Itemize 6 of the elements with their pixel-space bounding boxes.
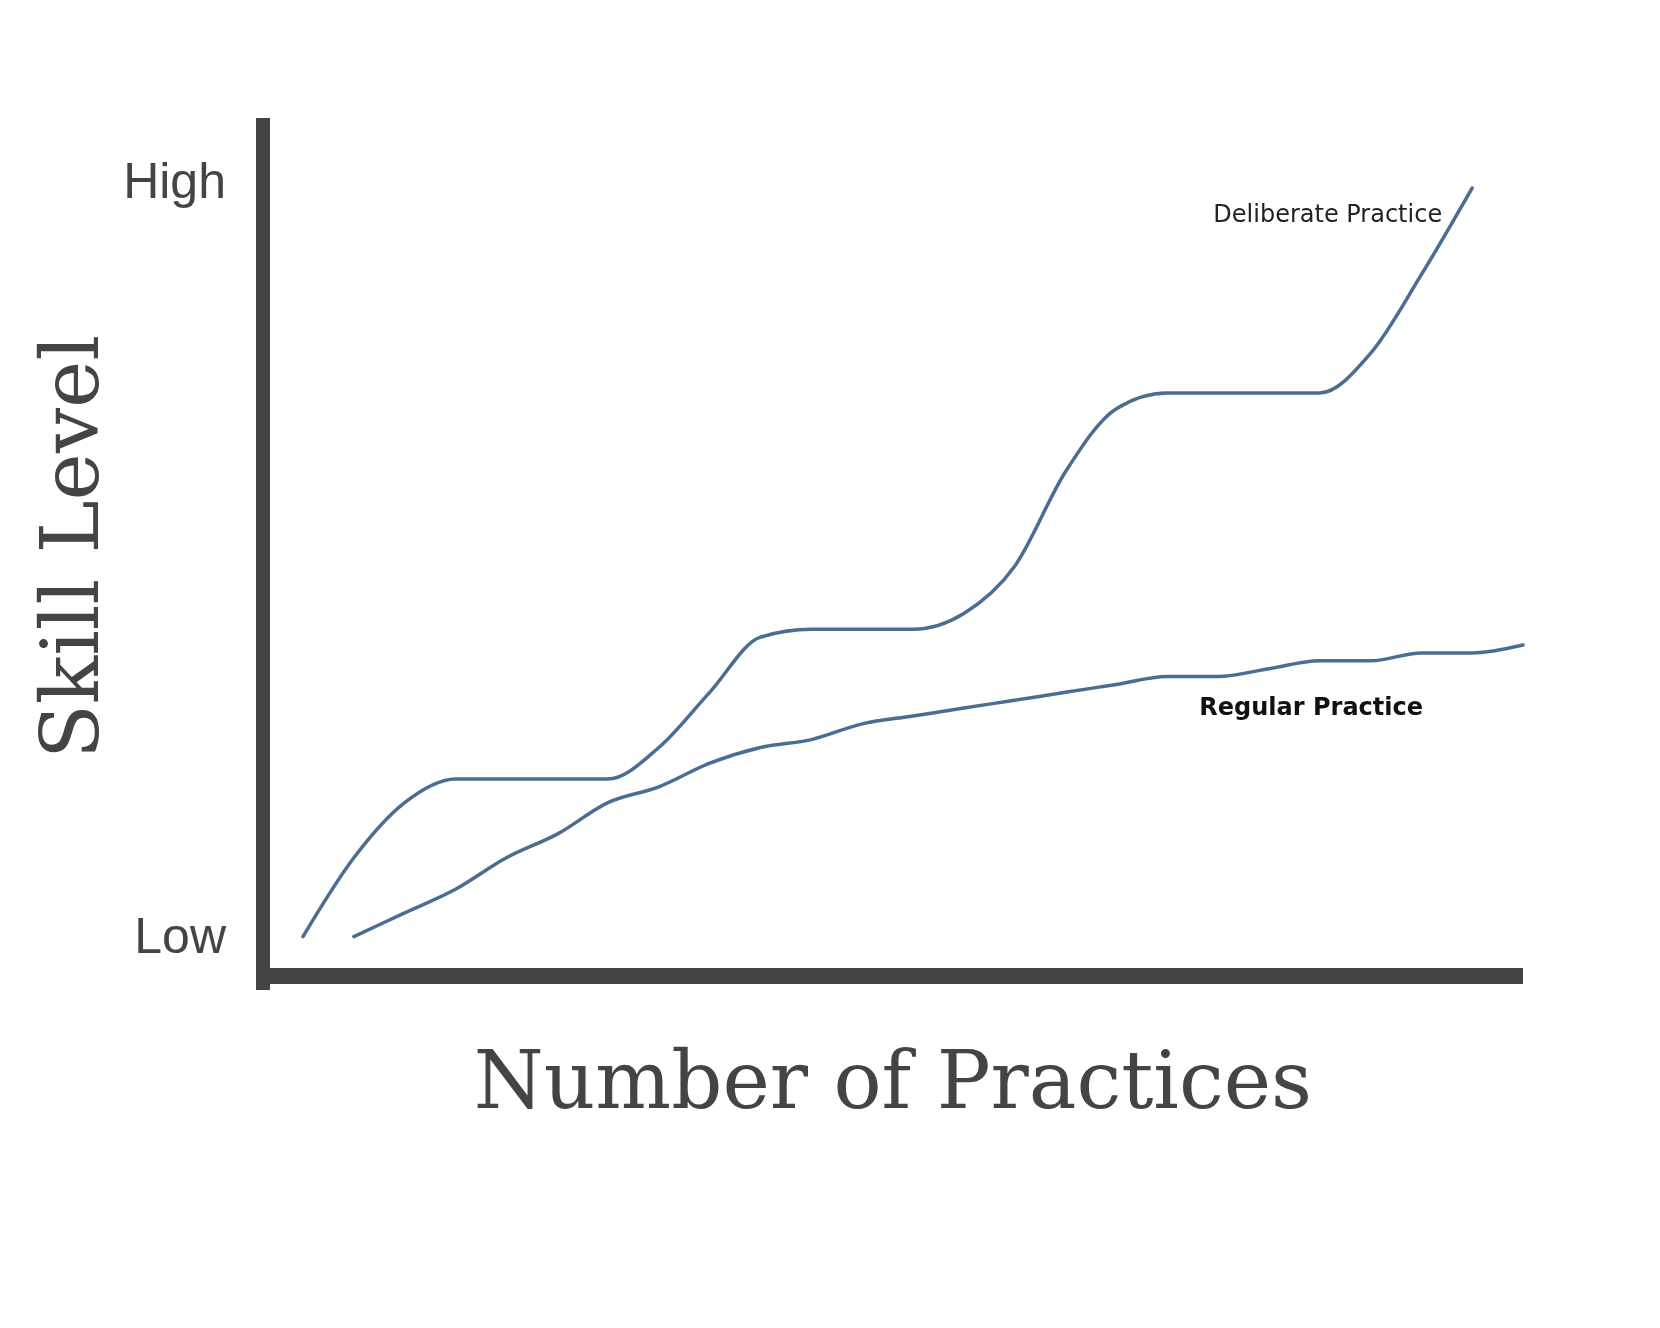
y-axis-title: Skill Level <box>24 334 117 760</box>
text: Low <box>134 908 227 964</box>
text: High <box>123 153 226 209</box>
series-label: Deliberate Practice <box>1213 200 1443 228</box>
x-axis-title: Number of Practices <box>473 1034 1313 1127</box>
series-label: Regular Practice <box>1199 693 1423 722</box>
